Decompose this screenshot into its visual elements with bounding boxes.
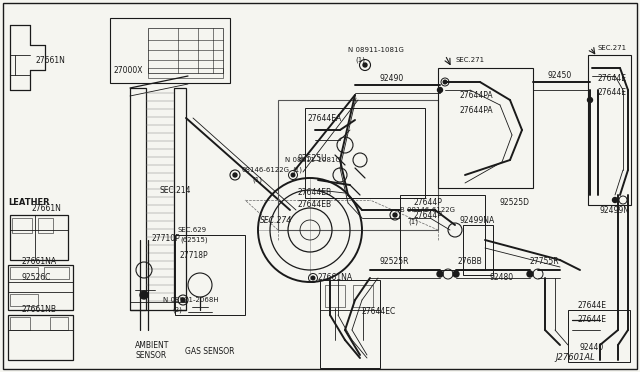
Bar xyxy=(325,285,345,307)
Text: (1): (1) xyxy=(292,167,302,173)
Text: 27644PA: 27644PA xyxy=(460,106,493,115)
Circle shape xyxy=(453,271,459,277)
Text: (62515): (62515) xyxy=(180,237,207,243)
Text: 92440: 92440 xyxy=(580,343,604,353)
Text: 92525D: 92525D xyxy=(500,198,530,206)
Bar xyxy=(353,285,373,307)
Bar xyxy=(130,88,146,310)
Text: SEC.274: SEC.274 xyxy=(260,215,292,224)
Text: N 08911-1081G: N 08911-1081G xyxy=(285,157,341,163)
Text: (1): (1) xyxy=(252,177,262,183)
Circle shape xyxy=(311,276,315,280)
Bar xyxy=(38,218,53,233)
Bar xyxy=(10,317,30,330)
Text: 27644P: 27644P xyxy=(413,198,442,206)
Text: 92450: 92450 xyxy=(548,71,572,80)
Bar xyxy=(110,18,230,83)
Text: 27644E: 27644E xyxy=(578,315,607,324)
Bar xyxy=(44,267,69,279)
Text: 27710P: 27710P xyxy=(152,234,180,243)
Text: N 08911-1081G: N 08911-1081G xyxy=(348,47,404,53)
Text: 27661NA: 27661NA xyxy=(22,257,57,266)
Bar xyxy=(588,55,631,205)
Text: 27661NB: 27661NB xyxy=(22,305,57,314)
Text: SEC.271: SEC.271 xyxy=(598,45,627,51)
Text: 27755R: 27755R xyxy=(530,257,559,266)
Bar xyxy=(148,68,223,78)
Bar xyxy=(400,195,485,270)
Text: (1): (1) xyxy=(355,57,365,63)
Bar xyxy=(174,88,186,310)
Text: 92525R: 92525R xyxy=(380,257,410,266)
Text: N 08911-2068H: N 08911-2068H xyxy=(163,297,219,303)
Text: 27644E: 27644E xyxy=(578,301,607,310)
Bar xyxy=(10,215,68,260)
Circle shape xyxy=(443,80,447,84)
Bar xyxy=(305,108,425,198)
Text: 27661N: 27661N xyxy=(35,55,65,64)
Bar xyxy=(568,310,630,362)
Text: 27661NA: 27661NA xyxy=(318,273,353,282)
Text: SEC.214: SEC.214 xyxy=(160,186,191,195)
Circle shape xyxy=(181,298,185,302)
Circle shape xyxy=(140,291,148,299)
Circle shape xyxy=(527,271,533,277)
Circle shape xyxy=(588,97,593,103)
Text: 276BB: 276BB xyxy=(458,257,483,266)
Text: 27644P: 27644P xyxy=(413,211,442,219)
Text: (1): (1) xyxy=(408,219,418,225)
Text: 27644EC: 27644EC xyxy=(362,308,396,317)
Circle shape xyxy=(291,173,295,177)
Text: 92525U: 92525U xyxy=(297,154,326,163)
Text: SENSOR: SENSOR xyxy=(135,350,166,359)
Bar xyxy=(320,280,380,368)
Text: LEATHER: LEATHER xyxy=(8,198,50,206)
Text: 92490: 92490 xyxy=(380,74,404,83)
Text: 92480: 92480 xyxy=(490,273,514,282)
Bar xyxy=(10,267,38,279)
Bar xyxy=(10,294,38,306)
Text: AMBIENT: AMBIENT xyxy=(135,340,170,350)
Text: SEC.271: SEC.271 xyxy=(455,57,484,63)
Text: 92499NA: 92499NA xyxy=(460,215,495,224)
Bar xyxy=(148,28,223,73)
Bar xyxy=(8,315,73,360)
Text: 27000X: 27000X xyxy=(113,65,143,74)
Text: 27718P: 27718P xyxy=(180,250,209,260)
Text: J27601AL: J27601AL xyxy=(555,353,595,362)
Circle shape xyxy=(437,271,443,277)
Text: (2): (2) xyxy=(172,307,182,313)
Text: 08146-6122G: 08146-6122G xyxy=(242,167,290,173)
Circle shape xyxy=(363,63,367,67)
Bar xyxy=(278,100,438,230)
Text: GAS SENSOR: GAS SENSOR xyxy=(185,347,234,356)
Text: 27644PA: 27644PA xyxy=(460,90,493,99)
Bar xyxy=(463,225,493,275)
Bar xyxy=(438,68,533,188)
Text: 27644E: 27644E xyxy=(598,87,627,96)
Text: 27644EB: 27644EB xyxy=(298,199,332,208)
Circle shape xyxy=(612,198,618,202)
Bar xyxy=(50,317,68,330)
Circle shape xyxy=(393,213,397,217)
Text: 27644EB: 27644EB xyxy=(298,187,332,196)
Text: 27644EA: 27644EA xyxy=(308,113,342,122)
Text: 92499N: 92499N xyxy=(600,205,630,215)
Text: 27661N: 27661N xyxy=(32,203,62,212)
Bar xyxy=(175,235,245,315)
Bar xyxy=(12,218,32,233)
Circle shape xyxy=(438,87,442,93)
Text: SEC.629: SEC.629 xyxy=(177,227,206,233)
Text: B 08146-6122G: B 08146-6122G xyxy=(400,207,455,213)
Text: 27644E: 27644E xyxy=(598,74,627,83)
Circle shape xyxy=(233,173,237,177)
Bar xyxy=(8,265,73,310)
Text: 92526C: 92526C xyxy=(22,273,51,282)
